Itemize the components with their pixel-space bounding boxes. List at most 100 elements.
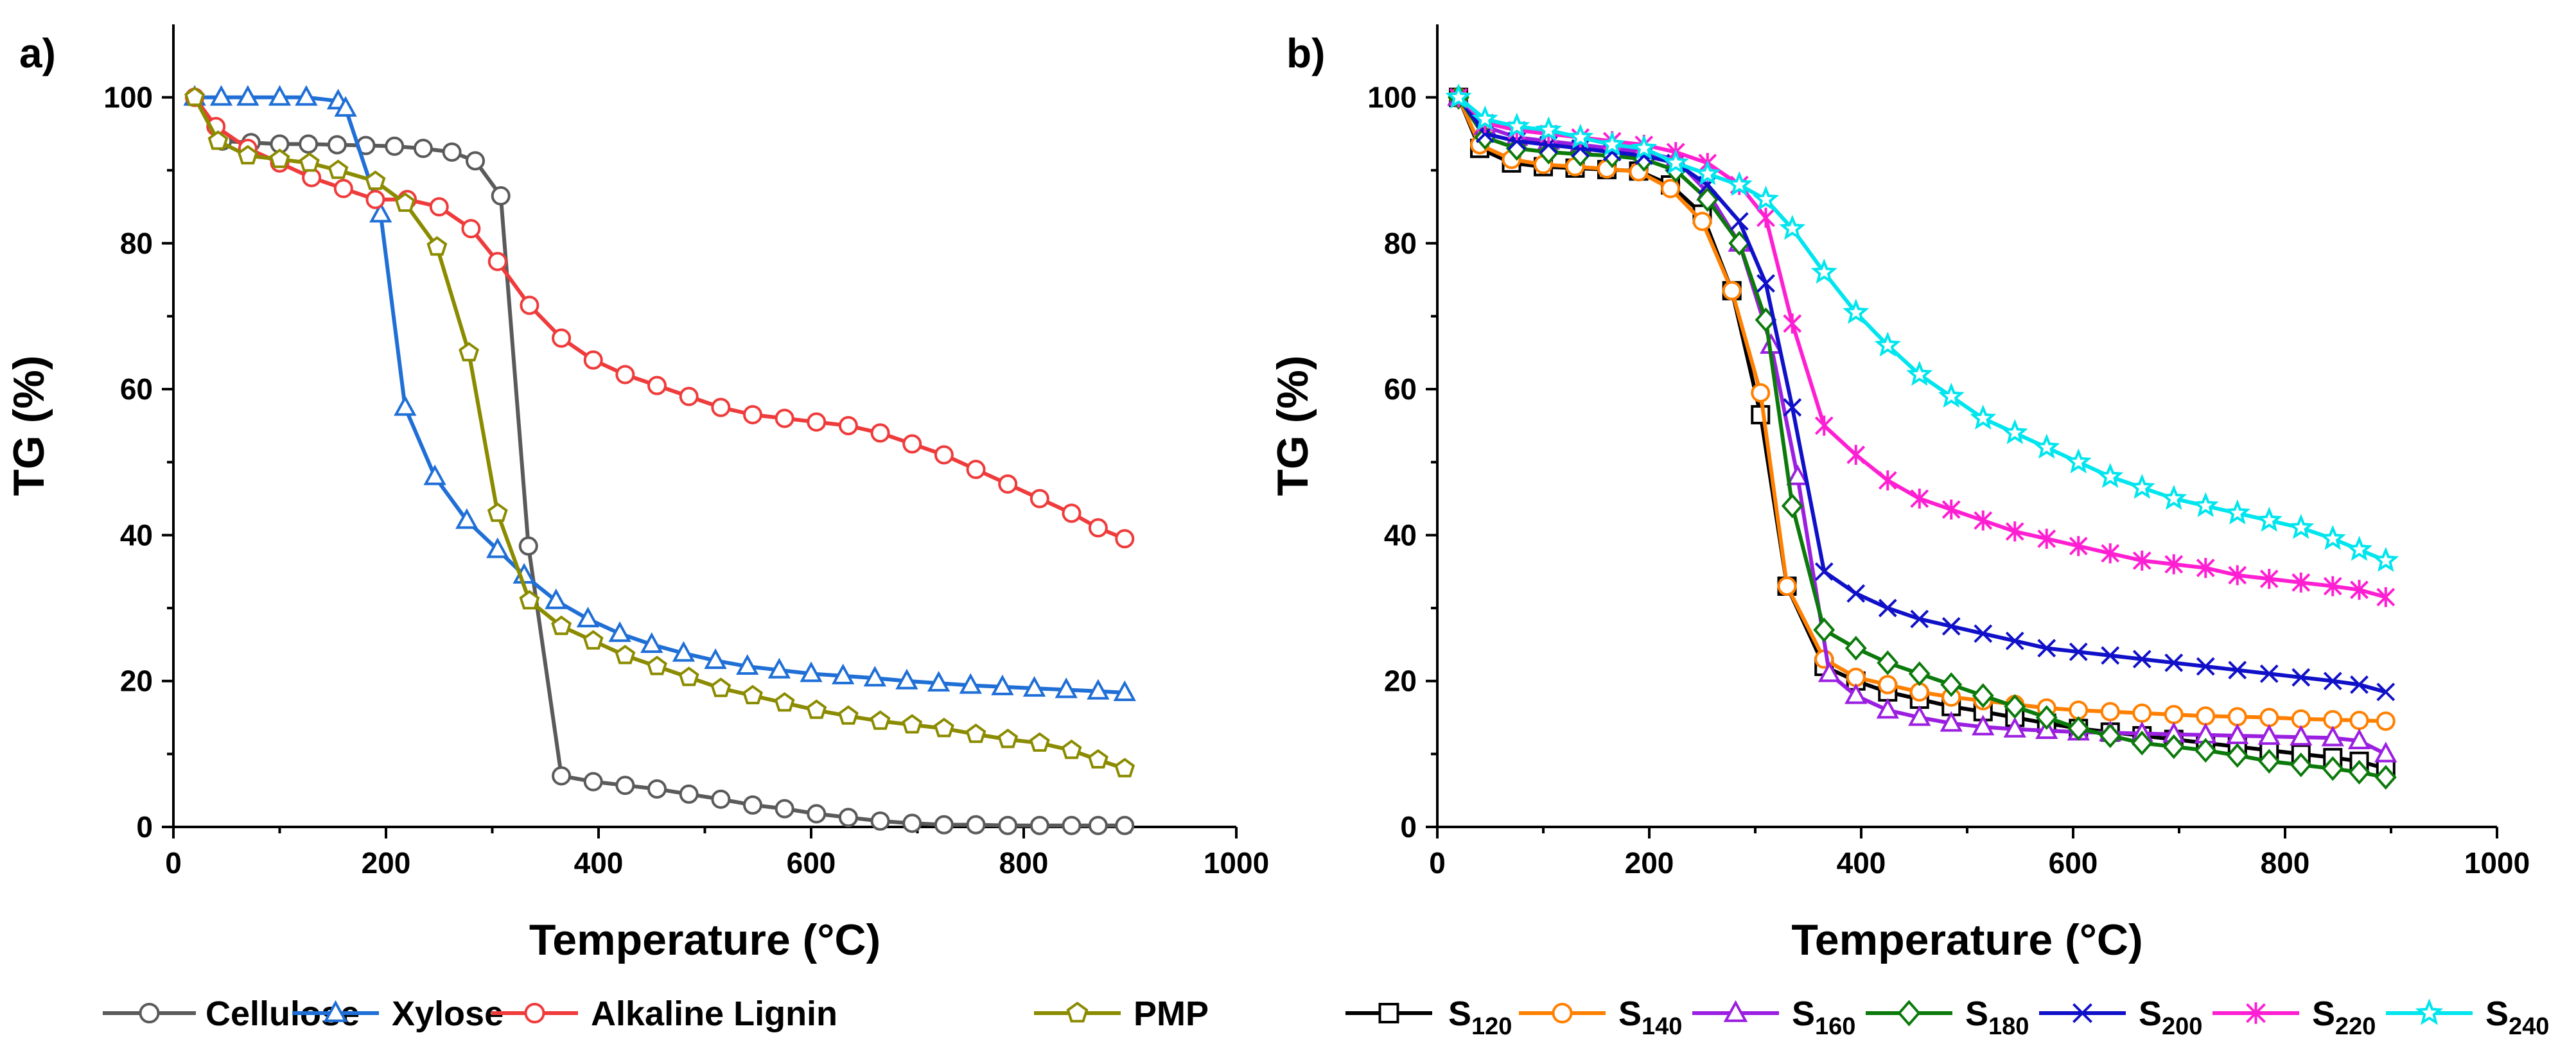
y-axis-title: TG (%) [1268,355,1317,496]
data-point [1878,470,1897,491]
legend-marker [2246,1002,2266,1024]
data-point [2323,672,2342,691]
y-tick-label: 20 [1384,664,1417,698]
data-point [678,666,699,686]
data-point [583,630,604,650]
data-point [1908,661,1931,686]
data-point [583,772,603,792]
data-point [2257,724,2281,745]
legend-marker [2415,998,2444,1025]
y-tick-label: 20 [120,664,153,698]
series-s240 [1445,83,2399,572]
data-point [2322,756,2344,781]
data-point [1030,489,1049,508]
data-point [2376,711,2396,731]
data-point [998,474,1018,494]
data-point [711,397,731,417]
series-pmp [184,86,1135,777]
series-line [1457,96,2387,694]
data-point [2196,706,2216,726]
data-point [2259,569,2279,589]
data-point [413,139,433,159]
x-tick-label: 0 [1429,846,1446,880]
legend-label: S180 [1965,995,2029,1040]
y-tick-label: 40 [1384,518,1417,552]
data-point [1730,212,1749,231]
data-point [615,776,635,795]
x-tick-label: 400 [1837,846,1886,880]
data-point [1974,510,1993,531]
data-point [2226,743,2248,768]
legend-label: S120 [1448,995,1512,1040]
legend-marker [1723,1000,1748,1022]
data-point [1061,739,1082,760]
data-point [870,811,890,831]
data-point [998,815,1018,835]
data-point [1940,672,1963,697]
legend-item: S120 [1345,995,1512,1040]
data-point [775,408,794,428]
x-tick-label: 600 [787,846,836,880]
y-tick-label: 0 [136,810,153,844]
data-point [1970,404,1997,430]
data-point [237,144,258,165]
data-point [1696,187,1719,213]
data-point [2350,580,2369,600]
series-line [1457,96,2386,724]
data-point [295,85,318,106]
data-point [552,328,572,348]
legend-subscript: 120 [1471,1013,1512,1040]
data-point [2005,521,2024,542]
data-point [1751,383,1771,403]
legend-item: S180 [1866,995,2029,1040]
data-point [461,219,481,239]
x-tick-label: 800 [999,846,1049,880]
data-point [333,178,353,198]
data-point [455,508,478,529]
x-tick-label: 0 [165,846,182,880]
data-point [1844,683,1868,704]
data-point [1471,105,1498,131]
legend-item: Xylose [292,995,504,1033]
data-point [487,252,507,272]
data-point [1757,274,1775,293]
data-point [1910,489,1929,509]
data-point [487,502,508,522]
panel-label: b) [1286,30,1325,76]
data-point [1088,815,1108,835]
data-point [2228,661,2247,680]
data-point [1910,609,1929,629]
data-point [1779,214,1806,240]
data-point [672,641,696,662]
data-point [704,648,727,669]
data-point [2005,631,2024,650]
data-point [1878,598,1897,618]
data-point [1055,677,1078,699]
data-point [1062,503,1082,523]
data-point [2291,572,2311,593]
data-point [1115,529,1135,549]
data-point [1846,668,1866,688]
data-point [268,85,292,106]
data-point [545,588,568,609]
series-s160 [1447,85,2397,763]
data-point [442,142,462,162]
data-point [837,705,859,725]
data-point [711,789,731,809]
data-point [991,674,1014,695]
data-point [2037,528,2056,549]
data-point [2069,535,2088,557]
data-point [1972,715,1995,736]
x-tick-label: 200 [1625,846,1674,880]
data-point [2069,642,2088,661]
x-axis-title: Temperature (°C) [1791,916,2142,964]
data-point [2132,703,2152,723]
data-point [423,464,446,485]
series-s140 [1449,87,2396,731]
legend-item: Alkaline Lignin [491,995,837,1033]
data-point [2067,716,2090,741]
data-point [742,404,762,424]
data-point [1757,207,1775,228]
data-point [236,85,259,106]
